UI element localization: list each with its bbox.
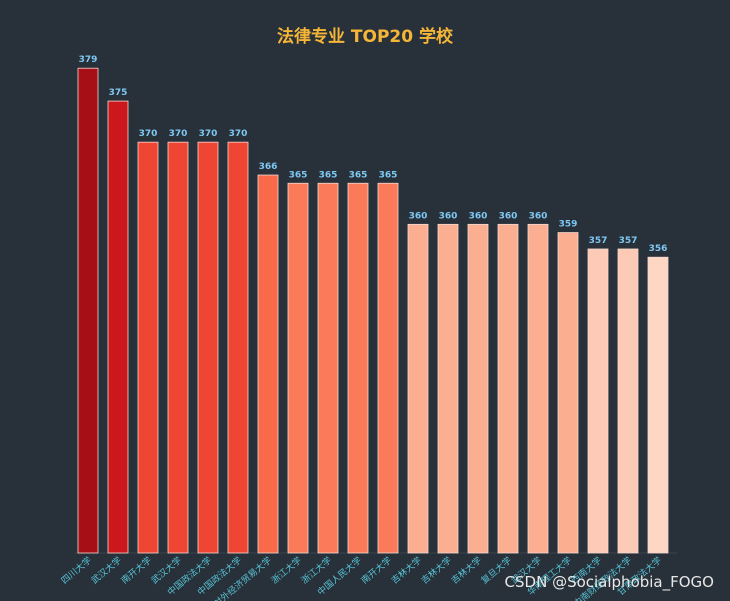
bar-7[interactable] xyxy=(257,174,279,554)
bar-19[interactable] xyxy=(617,248,639,554)
bar-4[interactable] xyxy=(167,141,189,554)
x-tick-label-12: 吉林大学 xyxy=(389,554,424,586)
value-label-19: 357 xyxy=(619,236,638,246)
bar-14[interactable] xyxy=(467,223,489,554)
value-label-15: 360 xyxy=(499,211,518,221)
value-label-14: 360 xyxy=(469,211,488,221)
x-tick-label-1: 四川大学 xyxy=(59,554,94,586)
bar-20[interactable] xyxy=(647,256,669,554)
bar-13[interactable] xyxy=(437,223,459,554)
value-label-10: 365 xyxy=(349,170,368,180)
value-label-18: 357 xyxy=(589,236,608,246)
value-label-2: 375 xyxy=(109,88,128,98)
value-label-12: 360 xyxy=(409,211,428,221)
value-label-20: 356 xyxy=(649,244,668,254)
x-tick-label-11: 南开大学 xyxy=(359,554,394,586)
value-label-3: 370 xyxy=(139,129,158,139)
value-label-1: 379 xyxy=(79,55,98,65)
value-label-11: 365 xyxy=(379,170,398,180)
bar-15[interactable] xyxy=(497,223,519,554)
bar-2[interactable] xyxy=(107,100,129,554)
bar-12[interactable] xyxy=(407,223,429,554)
value-label-13: 360 xyxy=(439,211,458,221)
bar-8[interactable] xyxy=(287,182,309,554)
bar-11[interactable] xyxy=(377,182,399,554)
x-tick-label-2: 武汉大学 xyxy=(89,554,124,586)
x-tick-label-14: 吉林大学 xyxy=(449,554,484,586)
bar-9[interactable] xyxy=(317,182,339,554)
value-label-8: 365 xyxy=(289,170,308,180)
bar-18[interactable] xyxy=(587,248,609,554)
value-label-17: 359 xyxy=(559,220,578,230)
value-label-4: 370 xyxy=(169,129,188,139)
value-label-9: 365 xyxy=(319,170,338,180)
value-label-5: 370 xyxy=(199,129,218,139)
chart-title: 法律专业 TOP20 学校 xyxy=(276,27,453,47)
bar-17[interactable] xyxy=(557,232,579,554)
bar-6[interactable] xyxy=(227,141,249,554)
x-tick-label-8: 浙江大学 xyxy=(269,554,304,586)
bar-1[interactable] xyxy=(77,67,99,554)
watermark: CSDN @Socialphobia_FOGO xyxy=(504,573,714,591)
bar-3[interactable] xyxy=(137,141,159,554)
value-label-7: 366 xyxy=(259,162,278,172)
x-tick-label-3: 南开大学 xyxy=(119,554,154,586)
x-tick-label-13: 吉林大学 xyxy=(419,554,454,586)
bar-5[interactable] xyxy=(197,141,219,554)
bar-10[interactable] xyxy=(347,182,369,554)
value-label-6: 370 xyxy=(229,129,248,139)
bar-16[interactable] xyxy=(527,223,549,554)
value-label-16: 360 xyxy=(529,211,548,221)
